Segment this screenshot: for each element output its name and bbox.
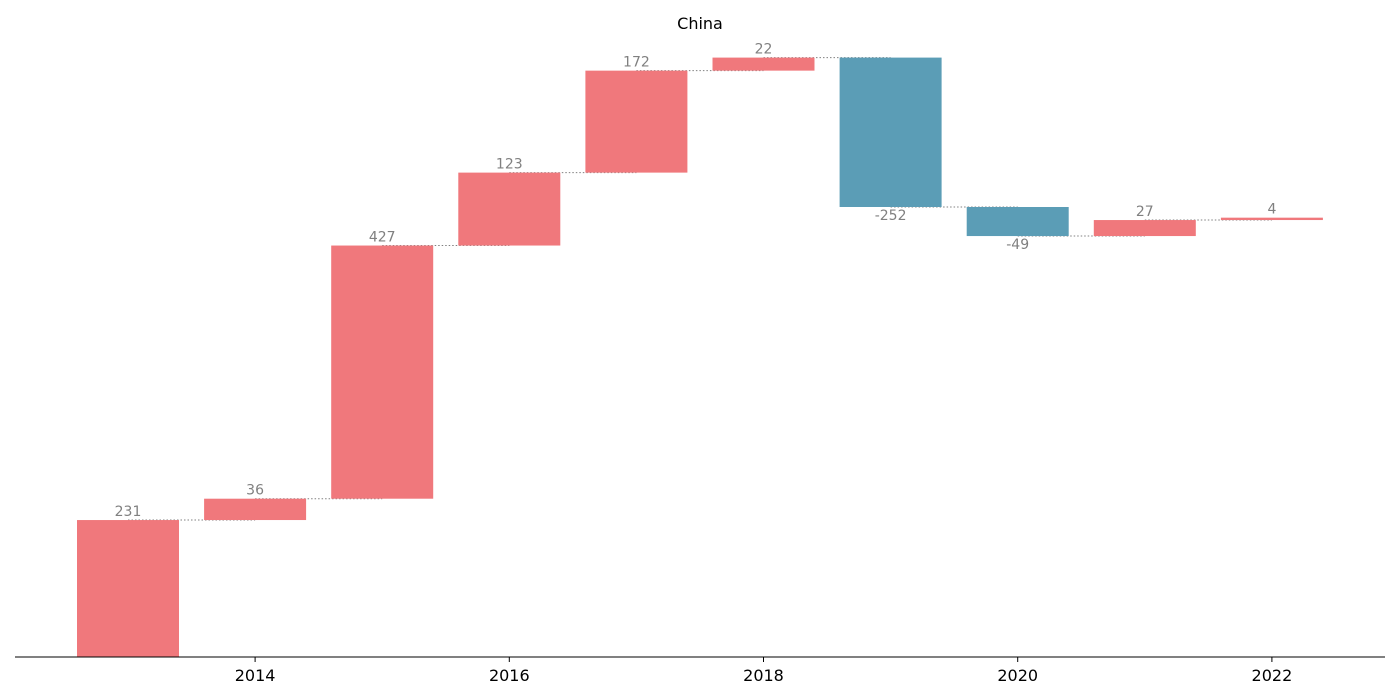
bar-2021 bbox=[1094, 220, 1196, 236]
data-label-2022: 4 bbox=[1267, 202, 1276, 218]
data-label-2013: 231 bbox=[115, 504, 142, 520]
x-axis-ticks: 2014 2016 2018 2020 2022 bbox=[235, 657, 1293, 685]
data-label-2018: 22 bbox=[755, 42, 773, 58]
bar-2018 bbox=[713, 58, 815, 71]
data-label-2014: 36 bbox=[246, 483, 264, 499]
data-label-2016: 123 bbox=[496, 157, 523, 173]
data-label-2020: -49 bbox=[1006, 237, 1029, 253]
data-label-2021: 27 bbox=[1136, 204, 1154, 220]
x-tick-label-2018: 2018 bbox=[743, 666, 784, 685]
bar-2022 bbox=[1221, 218, 1323, 220]
bar-2013 bbox=[77, 520, 179, 657]
bar-2019 bbox=[840, 58, 942, 207]
bar-2015 bbox=[331, 246, 433, 499]
x-tick-label-2022: 2022 bbox=[1252, 666, 1293, 685]
bar-2016 bbox=[458, 173, 560, 246]
data-label-2019: -252 bbox=[875, 208, 907, 224]
chart-title: China bbox=[677, 14, 723, 33]
bars bbox=[77, 58, 1323, 657]
data-labels: 231 36 427 123 172 22 -252 -49 27 4 bbox=[115, 42, 1277, 520]
data-label-2017: 172 bbox=[623, 55, 650, 71]
x-tick-label-2020: 2020 bbox=[997, 666, 1038, 685]
x-tick-label-2014: 2014 bbox=[235, 666, 276, 685]
data-label-2015: 427 bbox=[369, 230, 396, 246]
connector-lines bbox=[128, 58, 1272, 520]
bar-2014 bbox=[204, 499, 306, 520]
bar-2020 bbox=[967, 207, 1069, 236]
bar-2017 bbox=[585, 71, 687, 173]
x-tick-label-2016: 2016 bbox=[489, 666, 530, 685]
